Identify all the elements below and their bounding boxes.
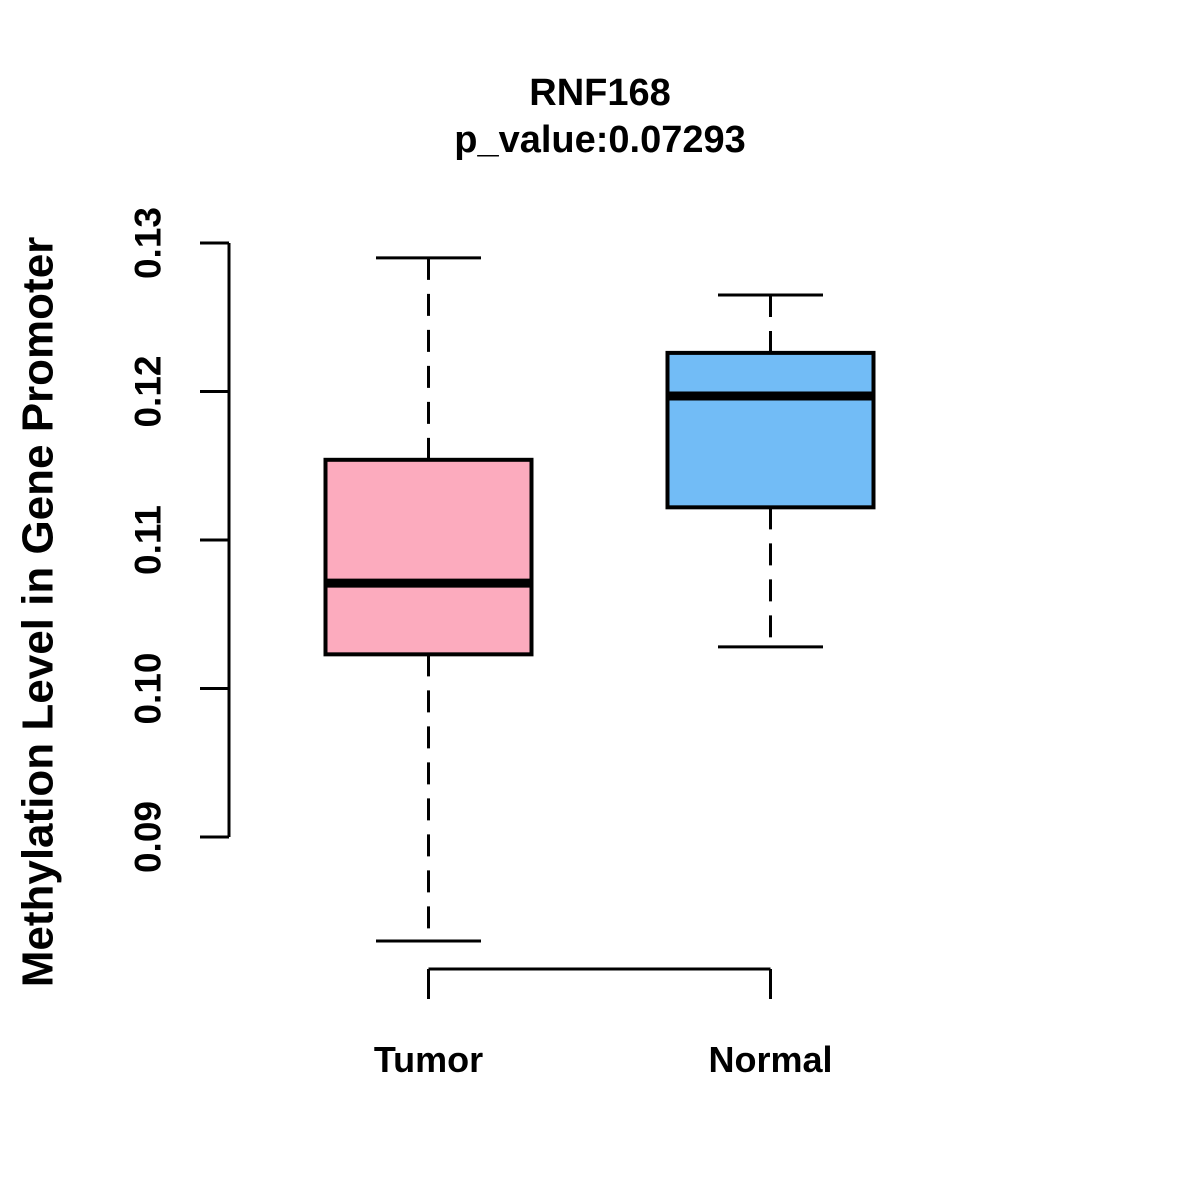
x-axis-category-label: Tumor <box>374 1039 483 1080</box>
y-axis-tick-label: 0.11 <box>128 505 169 575</box>
x-axis-category-label: Normal <box>708 1039 832 1080</box>
y-axis: 0.09 0.10 0.11 0.12 0.13 <box>128 207 231 873</box>
x-axis: Tumor Normal <box>374 967 833 1080</box>
y-axis-tick-label: 0.13 <box>128 207 169 279</box>
y-axis-title: Methylation Level in Gene Promoter <box>14 237 63 988</box>
iqr-box <box>323 457 534 657</box>
chart-title: RNF168 <box>529 72 671 114</box>
iqr-box <box>665 350 876 510</box>
y-axis-tick-label: 0.12 <box>128 355 169 427</box>
box-series <box>323 256 876 943</box>
box-group-normal <box>665 293 876 649</box>
y-axis-tick-label: 0.09 <box>128 801 169 873</box>
y-axis-tick-label: 0.10 <box>128 652 169 724</box>
chart-subtitle: p_value:0.07293 <box>454 119 746 161</box>
box-group-tumor <box>323 256 534 943</box>
